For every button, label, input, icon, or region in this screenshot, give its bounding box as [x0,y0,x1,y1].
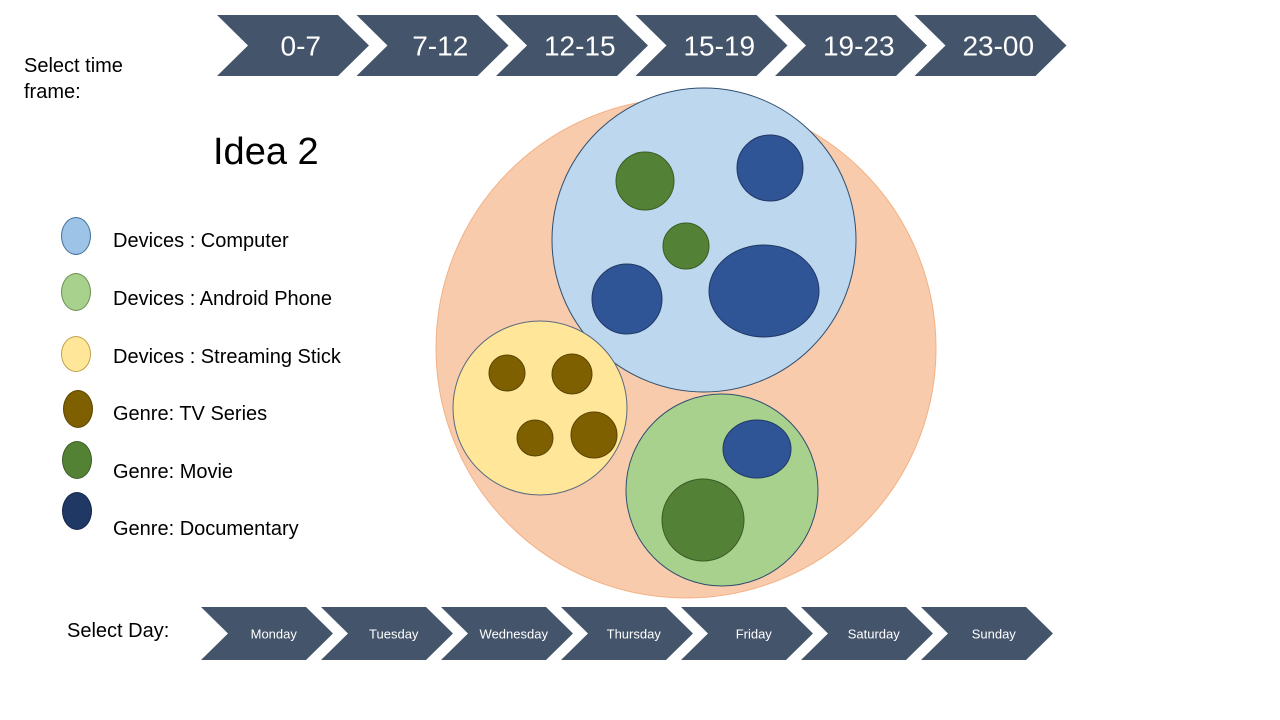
timeframe-selector: 0-7 7-12 12-15 15-19 19-23 23-00 [217,15,1067,76]
computer-movie-bubble[interactable] [615,151,675,211]
timeframe-option-chevron-label: 0-7 [281,31,321,62]
timeframe-option-chevron-shape[interactable] [496,15,648,76]
day-option-chevron-label: Saturday [848,627,901,642]
timeframe-option-chevron-label: 15-19 [683,31,755,62]
timeframe-option-chevron-label: 12-15 [544,31,616,62]
timeframe-option-15-19[interactable]: 15-19 [635,15,788,76]
day-label: Select Day: [67,620,170,642]
timeframe-option-chevron-shape[interactable] [775,15,927,76]
android-movie-bubble[interactable] [661,478,745,562]
timeframe-label: Select time frame: [24,53,164,105]
day-option-chevron-label: Friday [736,627,773,642]
stick-tvseries-bubble[interactable] [488,354,526,392]
day-option-friday[interactable]: Friday [681,607,813,660]
day-option-chevron-label: Thursday [607,627,662,642]
legend-movie-swatch [62,441,92,479]
day-option-chevron-shape[interactable] [321,607,453,660]
legend-stick-label: Devices : Streaming Stick [113,346,341,368]
day-option-chevron-shape[interactable] [921,607,1053,660]
computer-documentary-bubble[interactable] [591,263,663,335]
day-option-chevron-shape[interactable] [801,607,933,660]
day-option-tuesday[interactable]: Tuesday [321,607,453,660]
timeframe-label-line1: Select time [24,55,123,77]
timeframe-option-19-23[interactable]: 19-23 [775,15,927,76]
day-option-chevron-shape[interactable] [201,607,333,660]
computer-documentary-bubble[interactable] [736,134,804,202]
timeframe-option-chevron-shape[interactable] [217,15,369,76]
legend-computer-label: Devices : Computer [113,230,289,252]
day-option-saturday[interactable]: Saturday [801,607,933,660]
timeframe-option-23-00[interactable]: 23-00 [914,15,1067,76]
timeframe-label-line2: frame: [24,81,81,103]
legend-stick-swatch [61,336,91,372]
stick-tvseries-bubble[interactable] [516,419,554,457]
legend-android-swatch [61,273,91,311]
timeframe-option-chevron-label: 23-00 [962,31,1034,62]
stick-tvseries-bubble[interactable] [551,353,593,395]
computer-documentary-bubble[interactable] [708,244,820,338]
day-option-sunday[interactable]: Sunday [921,607,1053,660]
day-option-chevron-label: Wednesday [480,627,549,642]
day-option-monday[interactable]: Monday [201,607,333,660]
day-option-chevron-label: Monday [251,627,298,642]
legend-android-label: Devices : Android Phone [113,288,333,310]
day-option-chevron-label: Sunday [972,627,1017,642]
day-option-chevron-shape[interactable] [561,607,693,660]
day-option-chevron-label: Tuesday [369,627,419,642]
page-title: Idea 2 [213,131,319,173]
timeframe-option-chevron-label: 7-12 [412,31,468,62]
timeframe-option-chevron-shape[interactable] [635,15,788,76]
legend-tvseries-swatch [63,390,93,428]
timeframe-option-7-12[interactable]: 7-12 [356,15,509,76]
legend-documentary-label: Genre: Documentary [113,518,299,540]
legend-movie-label: Genre: Movie [113,461,234,483]
timeframe-option-chevron-label: 19-23 [823,31,895,62]
timeframe-option-chevron-shape[interactable] [914,15,1067,76]
timeframe-option-chevron-shape[interactable] [356,15,509,76]
day-selector: Monday Tuesday Wednesday Thursday Friday Satu… [201,607,1053,660]
legend-tvseries-label: Genre: TV Series [113,403,268,425]
android-documentary-bubble[interactable] [722,419,792,479]
timeframe-option-12-15[interactable]: 12-15 [496,15,648,76]
computer-movie-bubble[interactable] [662,222,710,270]
day-option-chevron-shape[interactable] [441,607,573,660]
stick-tvseries-bubble[interactable] [570,411,618,459]
timeframe-option-0-7[interactable]: 0-7 [217,15,369,76]
day-option-chevron-shape[interactable] [681,607,813,660]
legend-documentary-swatch [62,492,92,530]
legend-computer-swatch [61,217,91,255]
stick-bubble[interactable] [452,320,628,496]
day-option-wednesday[interactable]: Wednesday [441,607,573,660]
day-option-thursday[interactable]: Thursday [561,607,693,660]
